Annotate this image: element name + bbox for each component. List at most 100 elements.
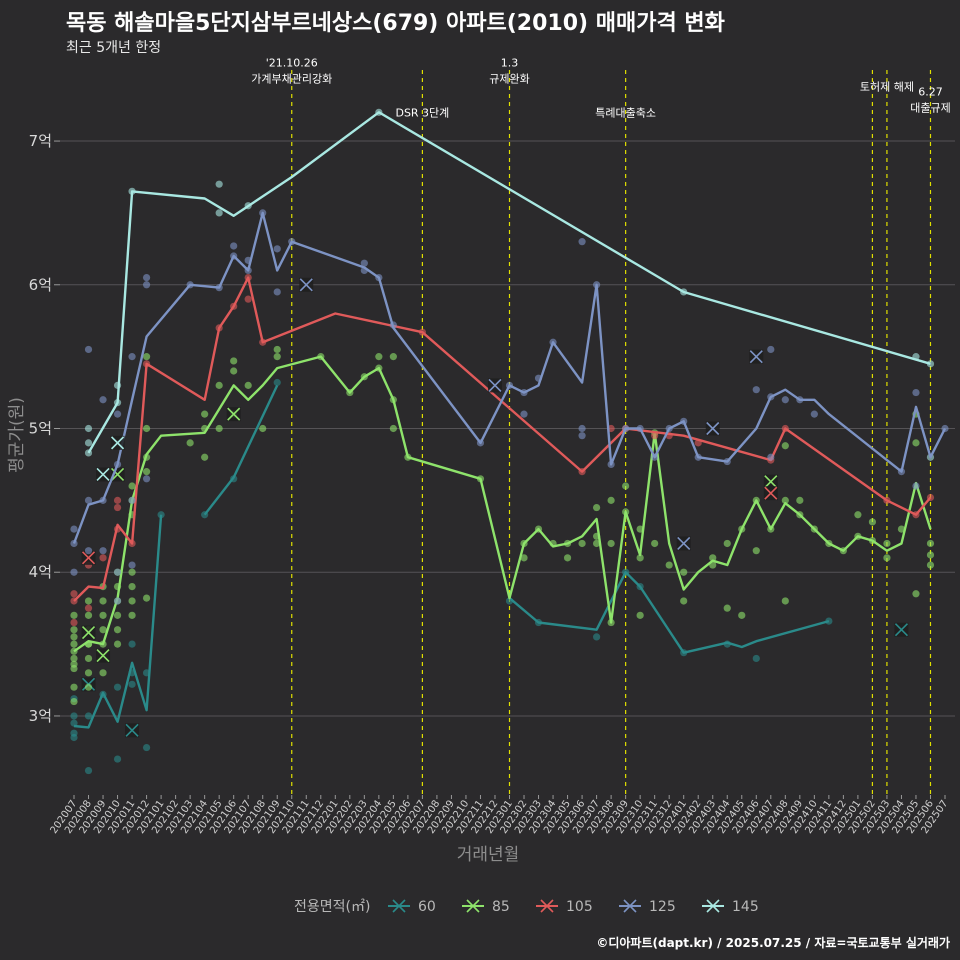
x-axis-label: 거래년월 bbox=[457, 845, 520, 865]
data-point bbox=[215, 180, 223, 188]
data-point bbox=[636, 611, 644, 619]
data-point bbox=[84, 712, 93, 720]
data-point bbox=[912, 590, 920, 598]
data-point bbox=[70, 660, 78, 668]
y-axis-ticks: 3억 4억 5억 6억 7억 bbox=[29, 132, 60, 725]
data-point bbox=[99, 611, 107, 619]
event-label: 특례대출축소 bbox=[595, 107, 656, 120]
data-point bbox=[128, 640, 136, 648]
data-point bbox=[99, 396, 107, 404]
event-label-line: 토허제 해제 bbox=[860, 80, 914, 94]
data-point bbox=[912, 482, 920, 490]
event-label: 6.27 대출규제 bbox=[910, 85, 950, 114]
data-point bbox=[520, 554, 528, 562]
data-point bbox=[99, 547, 107, 555]
data-point bbox=[273, 288, 281, 296]
y-tick-label: 5억 bbox=[29, 420, 52, 438]
cross-marker bbox=[125, 723, 139, 737]
data-point bbox=[883, 539, 891, 548]
cross-marker bbox=[110, 436, 125, 450]
data-point bbox=[128, 597, 136, 605]
data-point bbox=[273, 378, 281, 387]
data-point bbox=[201, 410, 209, 418]
data-point bbox=[607, 496, 615, 504]
data-point bbox=[70, 568, 78, 576]
data-point bbox=[607, 539, 615, 548]
data-point bbox=[113, 597, 122, 605]
data-point bbox=[201, 453, 209, 461]
cross-marker bbox=[81, 551, 96, 565]
legend-cross bbox=[706, 899, 720, 913]
data-point bbox=[99, 626, 107, 634]
data-point bbox=[230, 357, 238, 365]
data-point bbox=[70, 525, 78, 533]
y-tick-label: 3억 bbox=[29, 707, 52, 725]
data-point bbox=[680, 597, 688, 605]
data-point bbox=[142, 468, 151, 476]
data-point bbox=[215, 424, 223, 433]
data-point bbox=[752, 654, 760, 663]
data-point bbox=[84, 496, 93, 504]
data-point bbox=[926, 551, 935, 559]
data-point bbox=[709, 554, 717, 562]
cross-marker bbox=[677, 536, 691, 551]
data-point bbox=[142, 353, 151, 361]
data-point bbox=[868, 518, 877, 526]
y-tick-label: 4억 bbox=[29, 563, 52, 581]
series-105 bbox=[70, 273, 935, 627]
data-point bbox=[622, 482, 630, 490]
cross-marker bbox=[299, 278, 313, 292]
cross-marker bbox=[110, 467, 125, 482]
cross-marker bbox=[764, 486, 778, 500]
data-point bbox=[796, 496, 804, 504]
data-point bbox=[99, 554, 107, 562]
data-point bbox=[128, 680, 136, 688]
data-point bbox=[781, 442, 789, 450]
legend-label: 145 bbox=[732, 899, 759, 915]
cross-marker bbox=[227, 407, 241, 421]
data-point bbox=[230, 242, 238, 250]
data-point bbox=[810, 410, 818, 418]
event-label-line: 1.3 bbox=[501, 57, 519, 70]
data-point bbox=[520, 410, 528, 418]
series-line bbox=[73, 384, 830, 729]
data-point bbox=[113, 683, 122, 691]
y-tick-label: 7억 bbox=[29, 132, 52, 150]
series-60 bbox=[70, 378, 909, 775]
legend-label: 85 bbox=[492, 899, 510, 915]
data-point bbox=[563, 554, 572, 562]
cross-marker bbox=[81, 626, 96, 640]
event-label-line: 특례대출축소 bbox=[595, 107, 656, 120]
cross-marker bbox=[764, 475, 778, 489]
data-point bbox=[70, 590, 78, 598]
data-point bbox=[215, 209, 223, 217]
data-point bbox=[578, 424, 586, 433]
data-point bbox=[142, 281, 151, 289]
legend-label: 60 bbox=[418, 899, 436, 915]
data-point bbox=[665, 561, 673, 569]
data-point bbox=[84, 424, 93, 433]
data-point bbox=[926, 561, 935, 569]
chart-subtitle: 최근 5개년 한정 bbox=[66, 40, 161, 56]
series-line bbox=[73, 355, 932, 653]
data-point bbox=[651, 539, 659, 548]
data-point bbox=[578, 238, 586, 246]
data-point bbox=[128, 496, 136, 504]
event-label-line: 규제완화 bbox=[489, 73, 529, 86]
data-point bbox=[273, 345, 281, 354]
data-point bbox=[84, 345, 93, 354]
data-point bbox=[273, 245, 281, 253]
data-point bbox=[723, 539, 731, 548]
data-point bbox=[99, 669, 107, 677]
data-point bbox=[142, 273, 151, 282]
data-point bbox=[84, 547, 93, 555]
data-point bbox=[244, 295, 252, 303]
data-point bbox=[215, 381, 223, 389]
data-point bbox=[70, 640, 78, 648]
data-point bbox=[680, 568, 688, 576]
grid-lines bbox=[60, 140, 955, 717]
data-point bbox=[113, 611, 122, 619]
data-point bbox=[142, 424, 151, 433]
event-label: '21.10.26 가계부채관리강화 bbox=[251, 57, 332, 86]
